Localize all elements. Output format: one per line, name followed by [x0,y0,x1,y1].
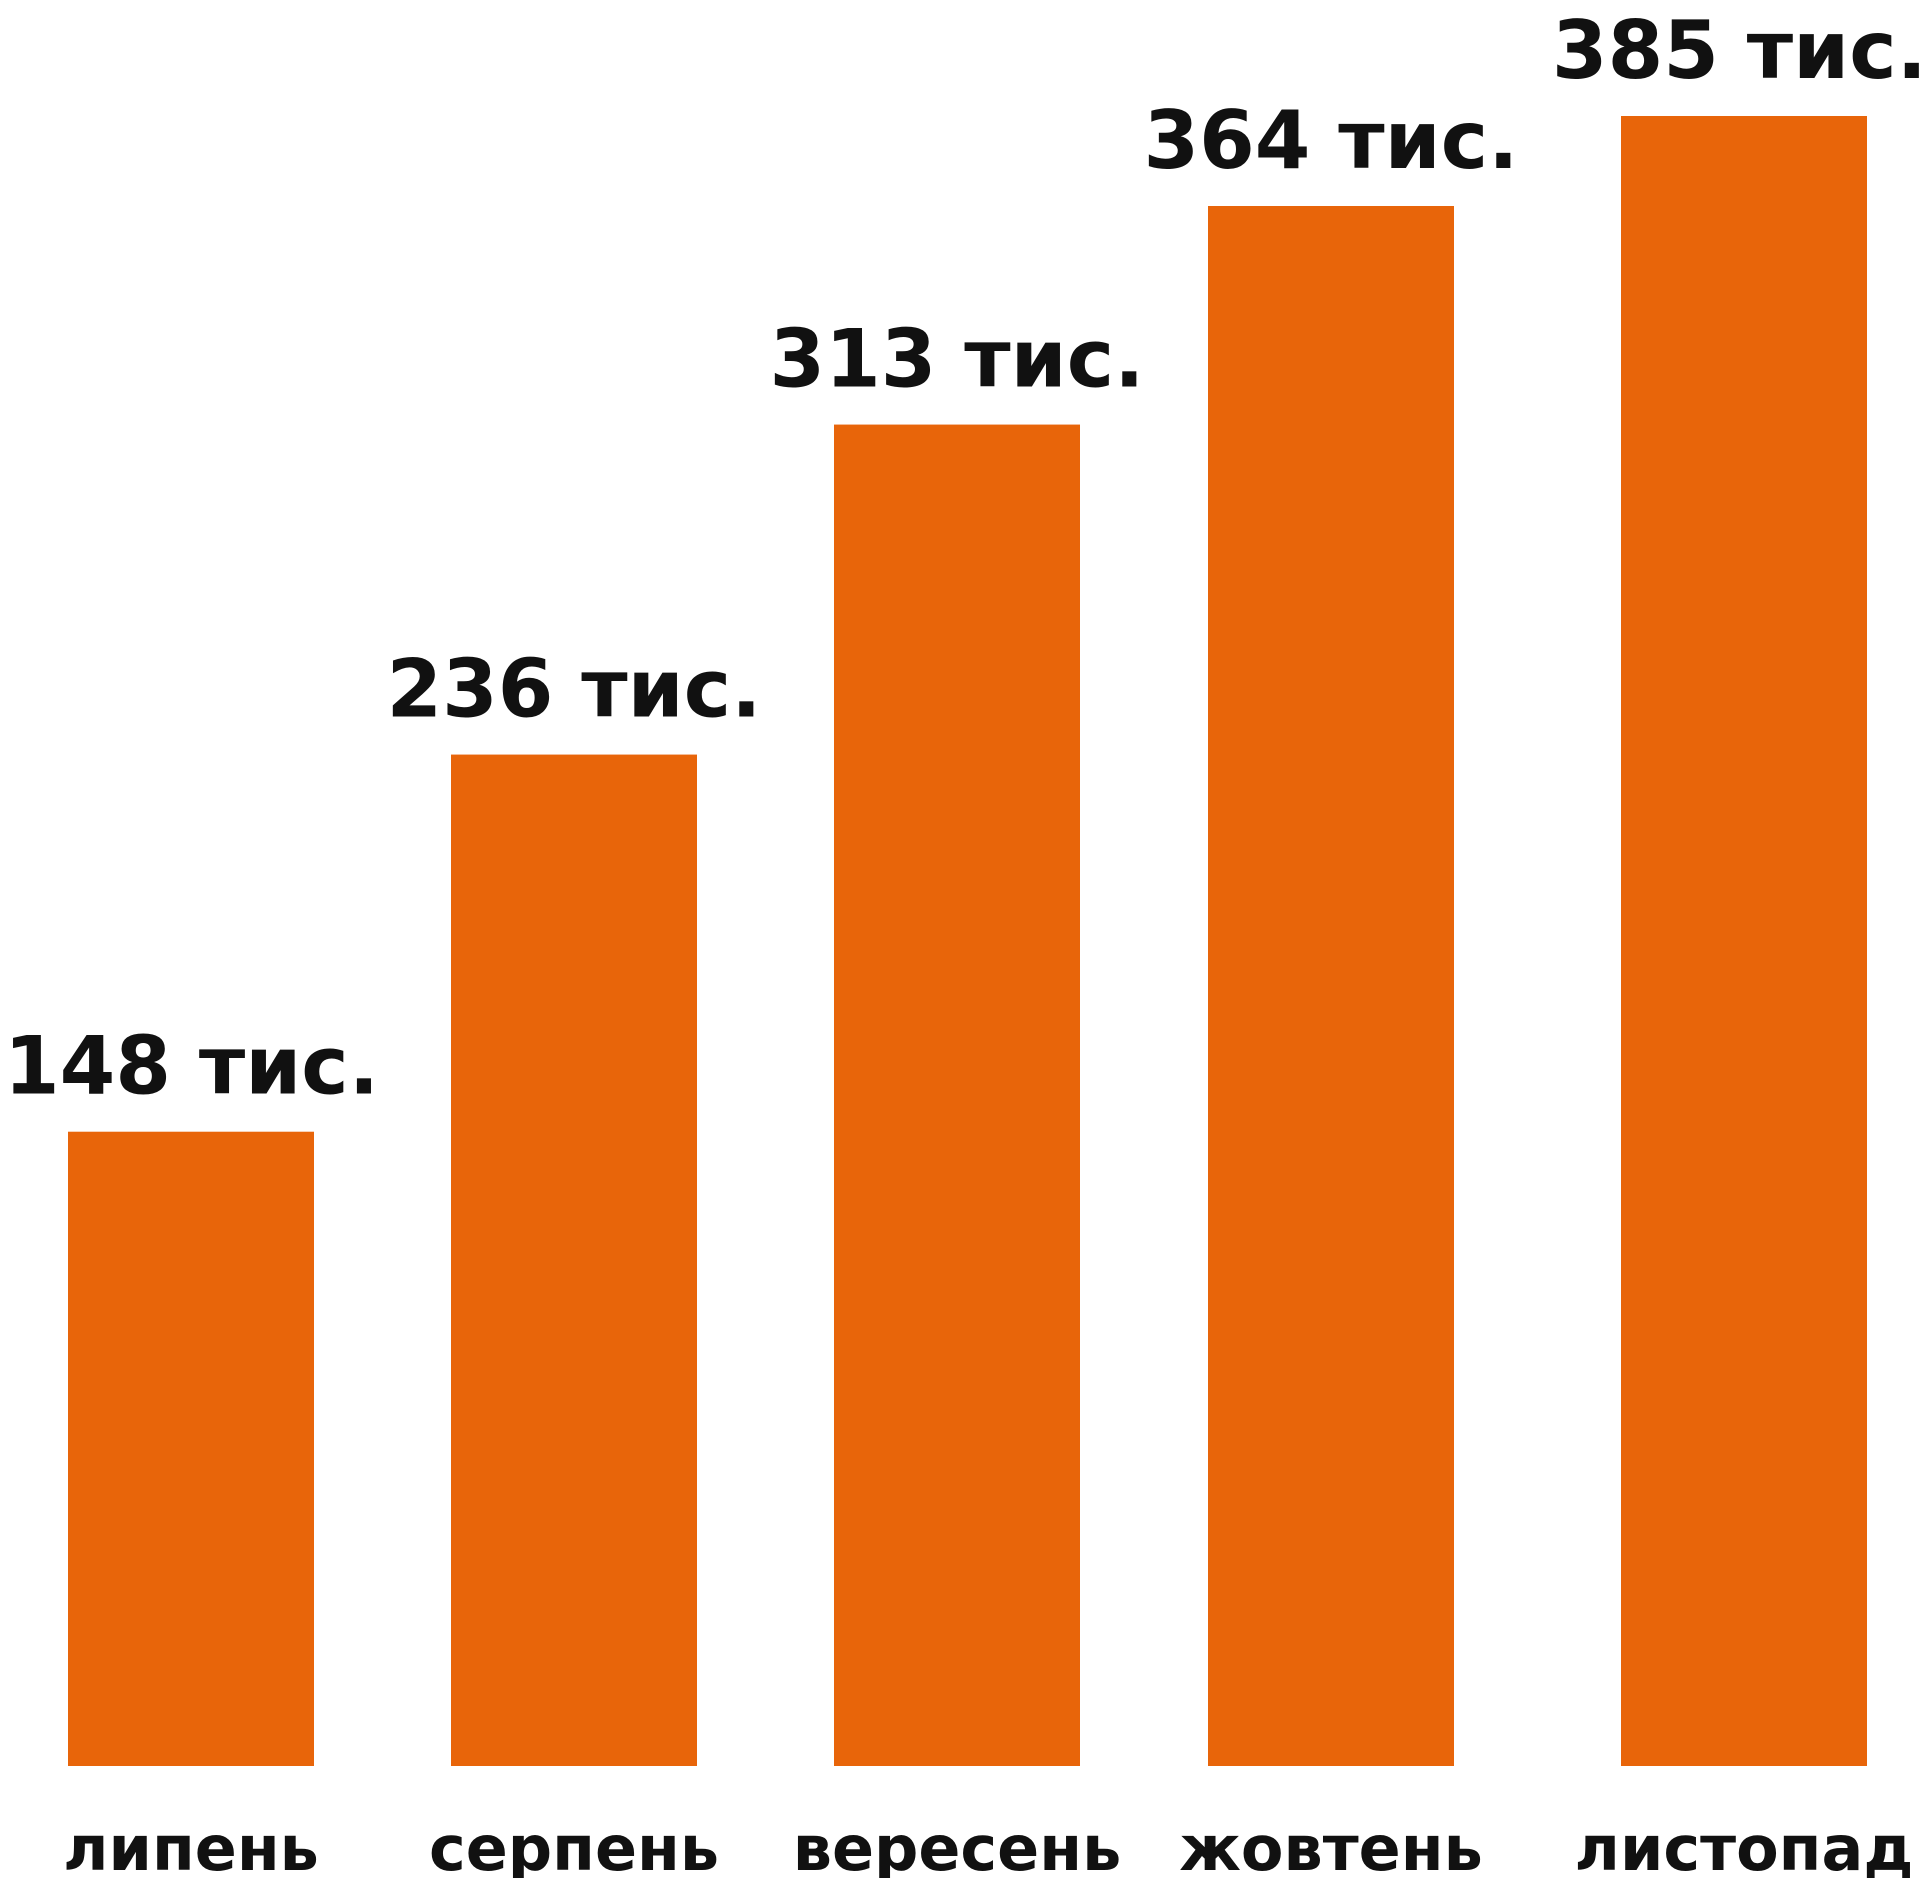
bar-жовтень [1208,206,1454,1766]
bar-листопад [1621,116,1867,1766]
category-label: серпень [429,1812,719,1878]
bars-group [68,116,1867,1767]
value-labels-group: 148 тис. 236 тис. 313 тис. 364 тис. 385 тис. [4,4,1927,1113]
value-label: 236 тис. [386,643,761,736]
category-label: жовтень [1179,1812,1483,1878]
bar-липень [68,1131,314,1766]
bar-вересень [834,424,1080,1767]
value-label: 364 тис. [1143,94,1518,187]
value-label: 148 тис. [4,1020,379,1113]
category-labels-group: липень серпень вересень жовтень листопад [63,1812,1913,1878]
category-label: листопад [1575,1812,1914,1878]
category-label: вересень [793,1812,1122,1878]
value-label: 385 тис. [1552,4,1927,97]
value-label: 313 тис. [769,313,1144,406]
bar-серпень [451,754,697,1766]
category-label: липень [63,1812,319,1878]
